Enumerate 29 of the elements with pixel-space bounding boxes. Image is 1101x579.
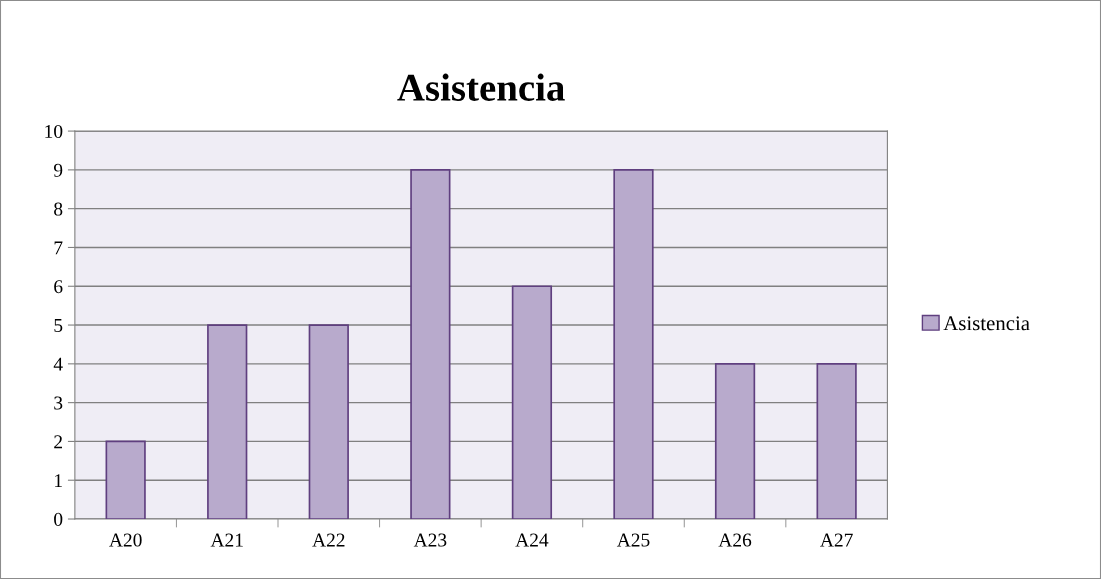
y-tick-label: 7 (54, 241, 63, 255)
bar (511, 285, 553, 520)
x-tick-label: A25 (616, 533, 650, 547)
x-tick-label: A22 (312, 533, 345, 547)
y-tick-label: 8 (54, 202, 63, 216)
bar (714, 363, 756, 520)
y-tick-label: 9 (53, 163, 63, 177)
y-tick-label: 4 (53, 357, 63, 371)
y-tick-label: 10 (45, 124, 63, 139)
x-tick-label: A23 (413, 533, 447, 547)
y-tick-label: 2 (54, 435, 62, 449)
y-tick-label: 3 (54, 396, 63, 410)
x-tick-label: A21 (210, 533, 243, 547)
x-tick-label: A27 (820, 533, 853, 547)
legend-label: Asistencia (943, 316, 1030, 331)
bar (207, 324, 248, 520)
bar (410, 169, 451, 520)
y-tick-label: 1 (55, 474, 62, 487)
y-tick-label: 0 (54, 512, 63, 526)
x-tick-label: A26 (718, 533, 752, 547)
y-tick-label: 5 (54, 319, 63, 332)
bar (613, 169, 654, 520)
chart-title: Asistencia (397, 73, 565, 101)
bar (308, 324, 349, 520)
y-tick-label: 6 (54, 280, 63, 294)
bar (816, 363, 857, 520)
x-tick-label: A20 (109, 533, 142, 547)
x-tick-label: A24 (515, 533, 549, 547)
bar (105, 440, 146, 520)
